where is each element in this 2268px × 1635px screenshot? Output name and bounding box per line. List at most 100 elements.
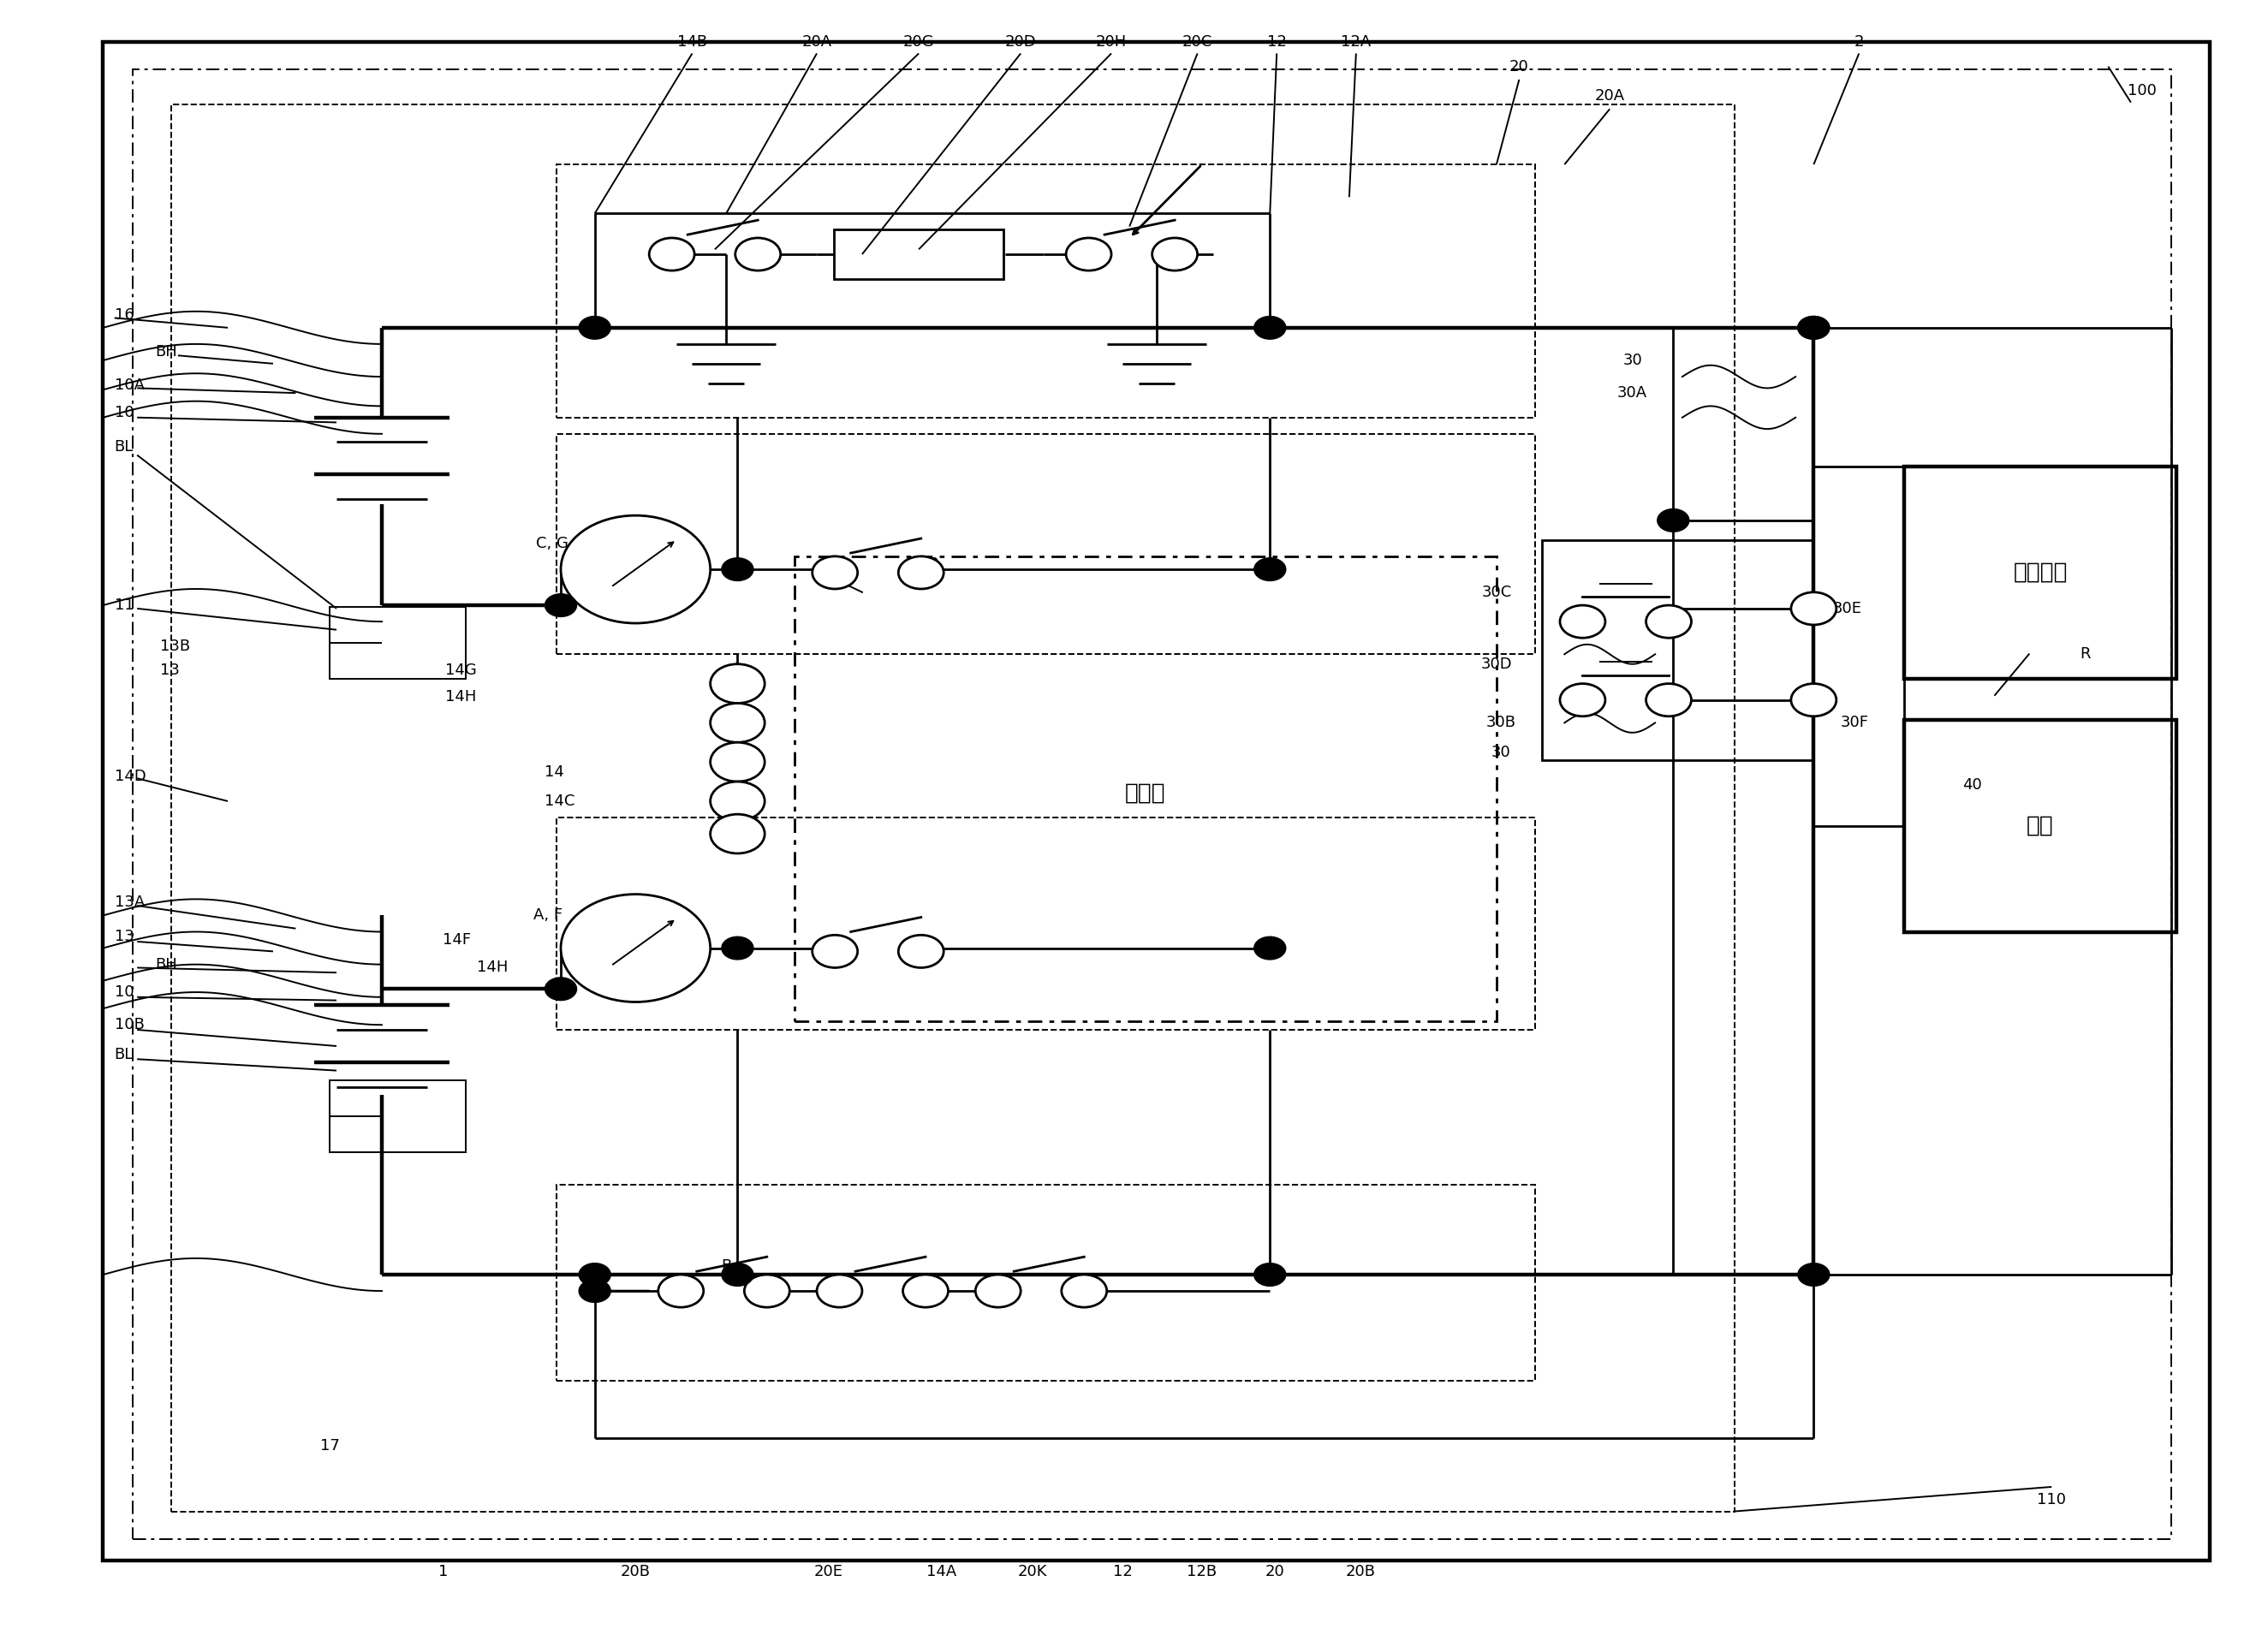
Circle shape [1066,239,1111,270]
Circle shape [658,1275,703,1308]
Bar [329,1081,465,1153]
Circle shape [898,556,943,589]
Text: 20G: 20G [903,34,934,49]
Text: 14A: 14A [925,1565,957,1579]
Circle shape [544,594,576,616]
Text: A, F: A, F [533,907,562,924]
Text: 10B: 10B [113,1017,145,1033]
Text: 11: 11 [113,597,134,613]
Text: 30E: 30E [1833,600,1862,616]
Circle shape [1658,508,1690,531]
Circle shape [812,556,857,589]
Text: B: B [721,1259,733,1274]
Text: BH: BH [154,956,177,973]
Circle shape [898,935,943,968]
Bar [835,231,1005,278]
Circle shape [1647,605,1692,638]
Text: 13: 13 [113,929,134,945]
Text: 10A: 10A [113,378,145,392]
Text: 20A: 20A [803,34,832,49]
Text: 14B: 14B [678,34,708,49]
Text: 20B: 20B [621,1565,651,1579]
Circle shape [1254,316,1286,338]
Circle shape [1254,1264,1286,1287]
Text: 16: 16 [113,307,134,322]
Text: 10: 10 [113,405,134,420]
Circle shape [735,239,780,270]
Bar [556,165,1535,417]
Text: 14D: 14D [113,768,145,785]
Text: 100: 100 [2127,83,2157,98]
Text: 14C: 14C [544,793,576,809]
Circle shape [975,1275,1021,1308]
Text: 13B: 13B [159,638,191,654]
Bar [329,607,465,679]
Circle shape [710,664,764,703]
Circle shape [744,1275,789,1308]
Bar [1674,327,1814,520]
Bar [794,556,1497,1022]
Circle shape [721,937,753,960]
Text: 14: 14 [544,764,565,780]
Text: 30B: 30B [1486,714,1515,731]
Bar [1542,540,1814,760]
Text: 20K: 20K [1018,1565,1048,1579]
Circle shape [1799,1264,1830,1287]
Bar [170,105,1735,1511]
Circle shape [1152,239,1198,270]
Text: 负载: 负载 [2028,814,2055,837]
Text: 110: 110 [2037,1493,2066,1507]
Text: 12A: 12A [1340,34,1372,49]
Circle shape [721,558,753,580]
Circle shape [816,1275,862,1308]
Circle shape [710,703,764,742]
Circle shape [903,1275,948,1308]
Circle shape [710,782,764,821]
Circle shape [1647,683,1692,716]
Circle shape [710,742,764,782]
Bar [1905,719,2177,932]
Text: 17: 17 [320,1439,340,1454]
Text: 13: 13 [159,662,179,679]
Text: 20: 20 [1266,1565,1284,1579]
Text: 20E: 20E [814,1565,844,1579]
Text: 20D: 20D [1005,34,1036,49]
Circle shape [812,935,857,968]
Bar [1905,466,2177,679]
Circle shape [649,239,694,270]
Circle shape [578,1264,610,1287]
Circle shape [578,1280,610,1303]
Bar [556,433,1535,654]
Text: 14H: 14H [476,960,508,976]
Text: 12: 12 [1114,1565,1132,1579]
Text: 14H: 14H [445,688,476,705]
Circle shape [1792,592,1837,625]
Text: 20B: 20B [1345,1565,1377,1579]
Text: 20A: 20A [1594,88,1624,103]
Text: 10: 10 [113,984,134,1001]
Circle shape [1792,683,1837,716]
Text: 40: 40 [1962,777,1982,793]
Text: 1: 1 [438,1565,447,1579]
Text: 30C: 30C [1481,584,1510,600]
Circle shape [1560,605,1606,638]
Circle shape [1799,316,1830,338]
Text: 50: 50 [921,558,939,572]
Text: 30F: 30F [1839,714,1869,731]
Circle shape [1799,316,1830,338]
Circle shape [721,1264,753,1287]
Text: 12B: 12B [1186,1565,1218,1579]
Text: BL: BL [113,440,134,455]
Text: R: R [2080,646,2091,662]
Text: 12: 12 [1268,34,1286,49]
Text: 30: 30 [1492,744,1510,760]
Text: 控制部: 控制部 [1125,782,1166,804]
Text: 2: 2 [1853,34,1864,49]
Text: 20C: 20C [1182,34,1213,49]
Circle shape [560,894,710,1002]
Circle shape [1254,937,1286,960]
Text: BH: BH [154,345,177,360]
Text: 外部电源: 外部电源 [2014,561,2068,584]
Text: 30A: 30A [1617,386,1647,401]
Circle shape [578,316,610,338]
